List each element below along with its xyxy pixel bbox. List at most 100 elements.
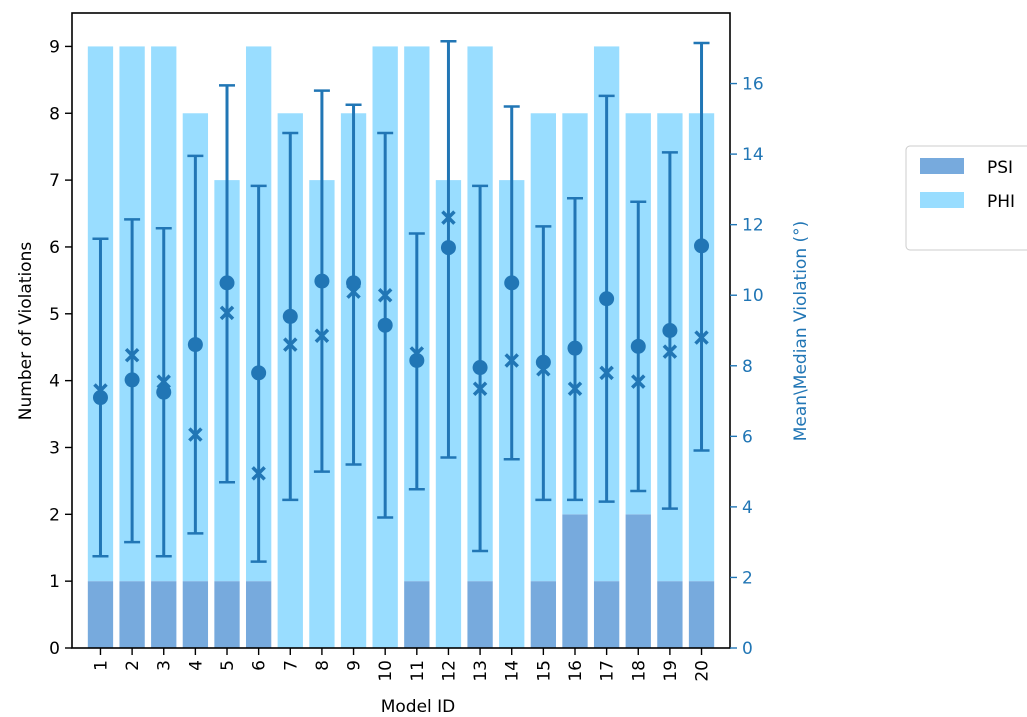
mean-point xyxy=(187,337,203,353)
y2-tick-label: 12 xyxy=(742,216,764,236)
x-tick-label: 3 xyxy=(155,660,175,671)
median-marker xyxy=(219,305,235,321)
x-tick-label: 16 xyxy=(566,660,586,682)
x-tick-label: 15 xyxy=(534,660,554,682)
x-tick-label: 6 xyxy=(250,660,270,671)
x-tick-label: 14 xyxy=(503,660,523,682)
y-tick-label: 4 xyxy=(49,372,60,392)
mean-point xyxy=(314,273,330,289)
x-tick-label: 17 xyxy=(598,660,618,682)
x-tick-label: 13 xyxy=(471,660,491,682)
y-tick-label: 6 xyxy=(49,238,60,258)
bars-layer xyxy=(87,46,715,649)
median-marker xyxy=(631,374,646,389)
y-tick-label: 8 xyxy=(49,104,60,124)
legend-swatch-psi xyxy=(920,158,964,174)
x-tick-label: 2 xyxy=(123,660,143,671)
y-tick-label: 0 xyxy=(49,639,60,659)
y2-tick-label: 4 xyxy=(742,498,753,518)
bar-psi xyxy=(562,514,588,648)
mean-point xyxy=(504,275,520,291)
mean-point xyxy=(662,323,678,338)
median-marker xyxy=(377,287,393,303)
legend-label-psi: PSI xyxy=(987,158,1013,178)
x-tick-label: 4 xyxy=(186,660,206,671)
y-tick-label: 5 xyxy=(49,305,60,325)
median-marker xyxy=(314,328,330,344)
bar-psi xyxy=(182,581,209,648)
bar-psi xyxy=(688,581,715,648)
y2-tick-label: 16 xyxy=(742,75,764,95)
y2-tick-label: 0 xyxy=(742,639,753,659)
mean-point xyxy=(567,340,583,356)
x-tick-label: 5 xyxy=(218,660,238,671)
legend-swatch-phi xyxy=(920,192,964,208)
x-tick-label: 18 xyxy=(629,660,649,682)
median-marker xyxy=(536,362,551,377)
mean-point xyxy=(251,365,267,381)
y2-tick-label: 6 xyxy=(742,427,753,447)
median-marker xyxy=(93,383,108,398)
median-marker xyxy=(188,427,203,442)
mean-point xyxy=(124,372,140,388)
x-tick-label: 12 xyxy=(439,660,459,682)
y-tick-label: 2 xyxy=(49,505,60,525)
median-marker xyxy=(283,337,298,352)
median-marker xyxy=(662,344,678,359)
y-tick-label: 9 xyxy=(49,37,60,57)
bar-psi xyxy=(467,581,493,648)
bar-psi xyxy=(625,514,651,648)
mean-point xyxy=(282,308,298,324)
bar-psi xyxy=(87,581,114,648)
x-axis-title: Model ID xyxy=(381,697,456,717)
y2-axis-title: Mean\Median Violation (°) xyxy=(791,221,811,442)
mean-point xyxy=(694,238,710,254)
mean-point xyxy=(440,240,456,256)
mean-point xyxy=(156,384,172,400)
bar-psi xyxy=(119,581,145,648)
y-axis-title: Number of Violations xyxy=(16,242,36,421)
bar-psi xyxy=(593,581,620,648)
plot-frame xyxy=(71,12,731,649)
x-tick-label: 10 xyxy=(376,660,396,682)
y-tick-label: 1 xyxy=(49,572,60,592)
median-marker xyxy=(409,346,425,361)
bar-psi xyxy=(214,581,240,648)
y2-tick-label: 2 xyxy=(742,568,753,588)
y-tick-label: 7 xyxy=(49,171,60,191)
y2-tick-label: 8 xyxy=(742,357,753,377)
median-marker xyxy=(346,284,361,299)
median-marker xyxy=(251,466,266,481)
x-tick-label: 11 xyxy=(408,660,428,682)
bar-psi xyxy=(245,581,272,648)
y2-tick-label: 10 xyxy=(742,286,764,306)
bar-psi xyxy=(151,581,177,648)
legend-label-phi: PHI xyxy=(987,192,1015,212)
bar-psi xyxy=(657,581,683,648)
mean-point xyxy=(599,291,615,307)
mean-point xyxy=(219,275,235,291)
bar-psi xyxy=(404,581,430,648)
median-marker xyxy=(694,330,709,345)
bar-psi xyxy=(530,581,557,648)
median-marker xyxy=(599,365,614,381)
median-marker xyxy=(441,210,456,225)
y2-tick-label: 14 xyxy=(742,145,764,165)
median-marker xyxy=(567,381,583,396)
x-tick-label: 20 xyxy=(693,660,713,682)
x-tick-label: 9 xyxy=(345,660,365,671)
x-tick-label: 19 xyxy=(661,660,681,682)
x-tick-label: 7 xyxy=(281,660,301,671)
median-marker xyxy=(504,353,519,368)
y-tick-label: 3 xyxy=(49,438,60,458)
x-tick-label: 1 xyxy=(91,660,111,671)
x-tick-label: 8 xyxy=(313,660,333,671)
legend: PSI PHI xyxy=(905,145,1027,251)
error-bars-layer xyxy=(92,39,710,563)
mean-point xyxy=(472,360,488,376)
median-marker xyxy=(124,347,140,363)
median-marker xyxy=(472,381,488,396)
mean-point xyxy=(377,317,393,333)
